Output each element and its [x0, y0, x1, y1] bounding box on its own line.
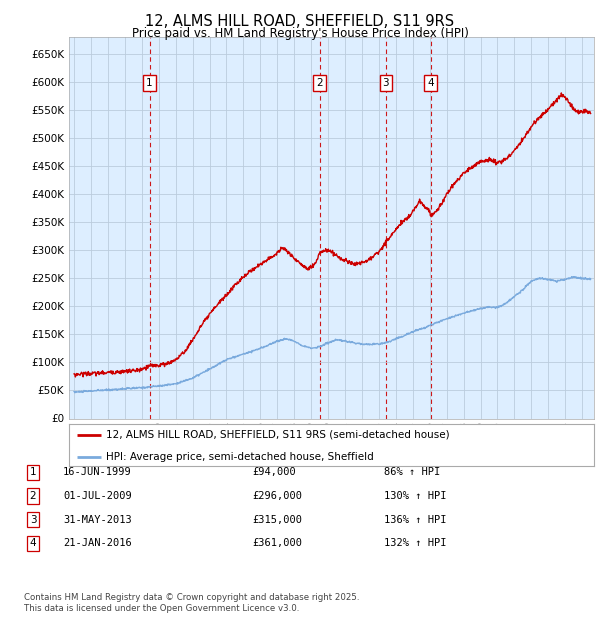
Text: 1: 1	[29, 467, 37, 477]
Text: £296,000: £296,000	[252, 491, 302, 501]
Text: HPI: Average price, semi-detached house, Sheffield: HPI: Average price, semi-detached house,…	[106, 452, 373, 462]
Text: 132% ↑ HPI: 132% ↑ HPI	[384, 538, 446, 548]
Text: 21-JAN-2016: 21-JAN-2016	[63, 538, 132, 548]
Text: 3: 3	[29, 515, 37, 525]
Text: 1: 1	[146, 78, 153, 88]
Text: £94,000: £94,000	[252, 467, 296, 477]
Text: Contains HM Land Registry data © Crown copyright and database right 2025.
This d: Contains HM Land Registry data © Crown c…	[24, 593, 359, 613]
Text: 86% ↑ HPI: 86% ↑ HPI	[384, 467, 440, 477]
Text: 4: 4	[29, 538, 37, 548]
Text: 136% ↑ HPI: 136% ↑ HPI	[384, 515, 446, 525]
Text: £361,000: £361,000	[252, 538, 302, 548]
Text: Price paid vs. HM Land Registry's House Price Index (HPI): Price paid vs. HM Land Registry's House …	[131, 27, 469, 40]
Text: 3: 3	[383, 78, 389, 88]
Text: £315,000: £315,000	[252, 515, 302, 525]
Text: 12, ALMS HILL ROAD, SHEFFIELD, S11 9RS (semi-detached house): 12, ALMS HILL ROAD, SHEFFIELD, S11 9RS (…	[106, 430, 449, 440]
Text: 12, ALMS HILL ROAD, SHEFFIELD, S11 9RS: 12, ALMS HILL ROAD, SHEFFIELD, S11 9RS	[145, 14, 455, 29]
Text: 2: 2	[316, 78, 323, 88]
Text: 31-MAY-2013: 31-MAY-2013	[63, 515, 132, 525]
Text: 2: 2	[29, 491, 37, 501]
Text: 4: 4	[427, 78, 434, 88]
Text: 01-JUL-2009: 01-JUL-2009	[63, 491, 132, 501]
Text: 16-JUN-1999: 16-JUN-1999	[63, 467, 132, 477]
Text: 130% ↑ HPI: 130% ↑ HPI	[384, 491, 446, 501]
